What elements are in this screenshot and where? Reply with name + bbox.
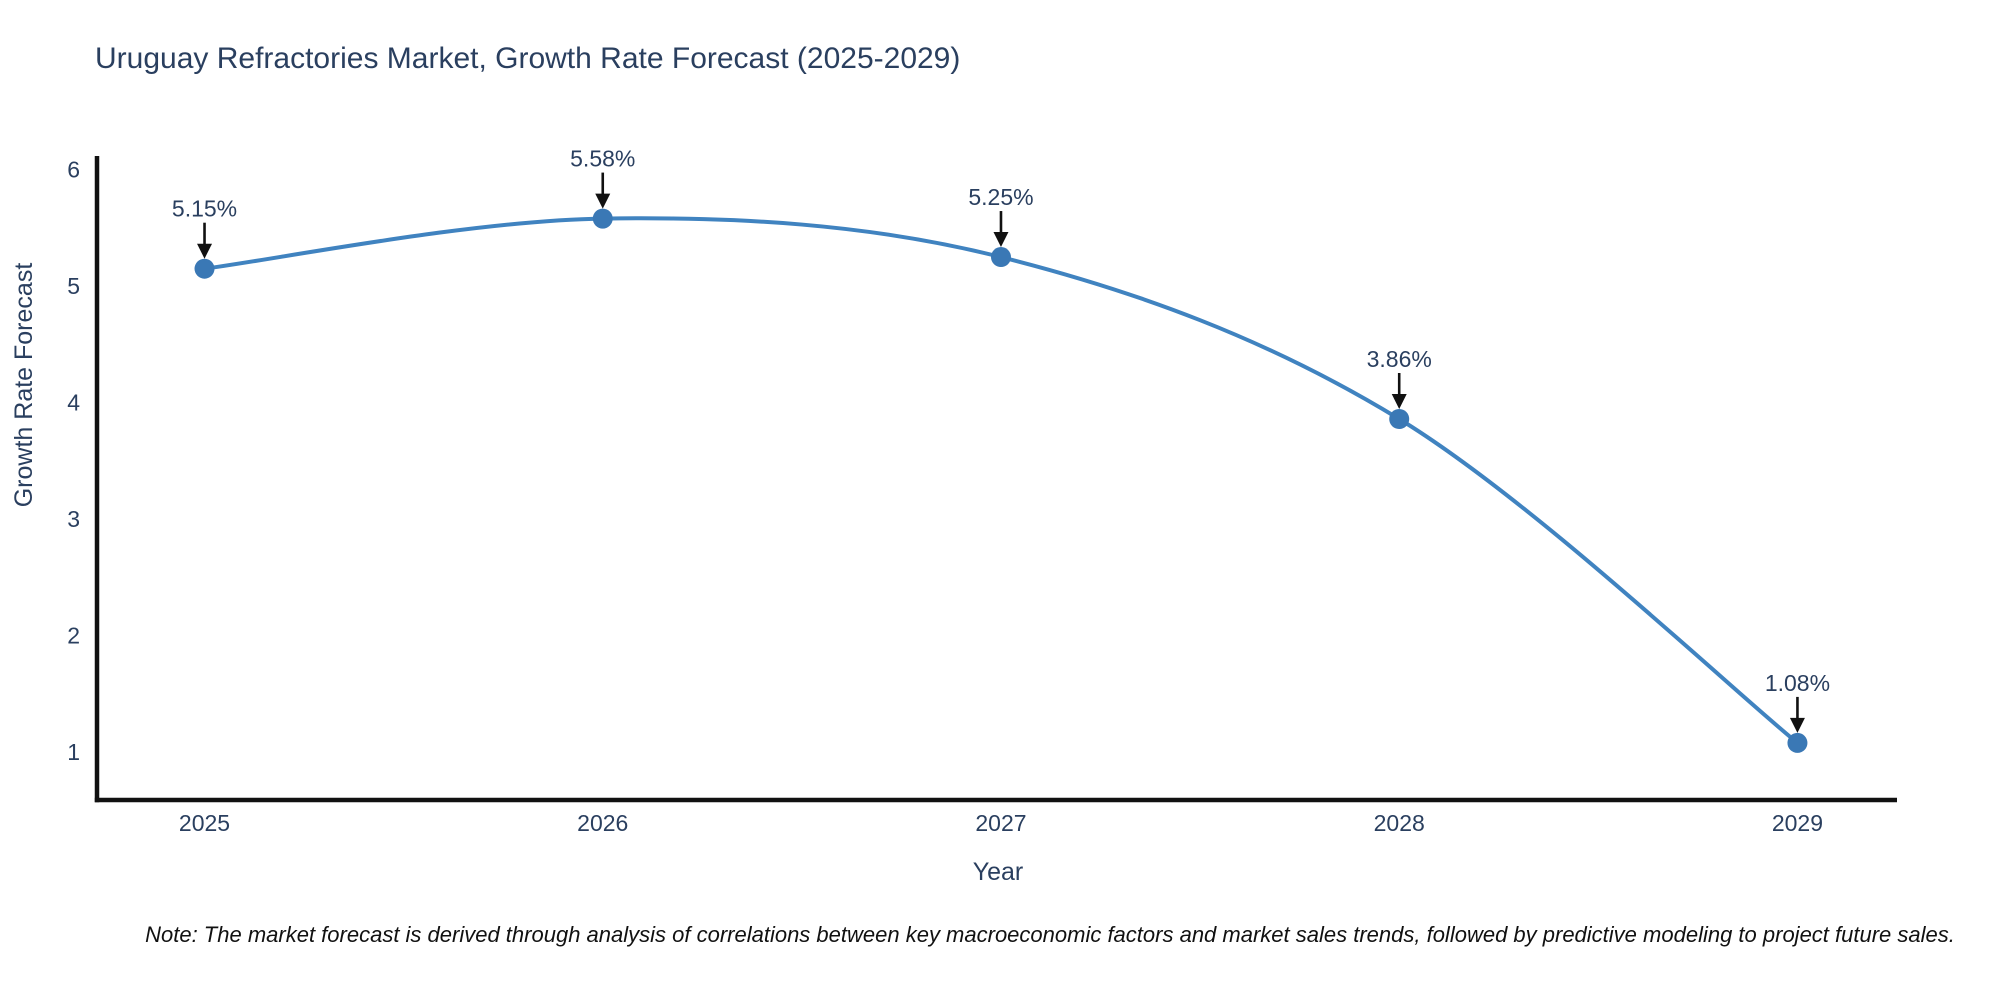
annotation-label: 3.86% bbox=[1367, 346, 1432, 372]
y-tick-label: 6 bbox=[67, 157, 80, 183]
annotation-arrowhead bbox=[993, 232, 1009, 248]
annotation-arrowhead bbox=[1789, 717, 1805, 733]
series-line bbox=[202, 216, 1800, 745]
data-point-marker bbox=[1389, 408, 1410, 429]
y-tick-label: 4 bbox=[67, 390, 80, 416]
x-tick-label: 2025 bbox=[179, 810, 230, 836]
annotation-arrowhead bbox=[1391, 393, 1407, 409]
y-tick-label: 2 bbox=[67, 623, 80, 649]
y-axis-title: Growth Rate Forecast bbox=[10, 263, 38, 508]
data-point-marker bbox=[194, 258, 215, 279]
annotation-arrowhead bbox=[197, 243, 213, 259]
data-point-marker bbox=[1787, 732, 1808, 753]
data-point-marker bbox=[592, 208, 613, 229]
x-tick-label: 2027 bbox=[975, 810, 1026, 836]
x-tick-label: 2029 bbox=[1772, 810, 1823, 836]
note-text: Note: The market forecast is derived thr… bbox=[145, 922, 1955, 947]
annotation-label: 5.58% bbox=[570, 146, 635, 172]
annotation-arrowhead bbox=[595, 193, 611, 209]
y-tick-label: 1 bbox=[67, 739, 80, 765]
x-axis-title: Year bbox=[973, 858, 1024, 886]
y-tick-label: 3 bbox=[67, 506, 80, 532]
x-tick-label: 2026 bbox=[577, 810, 628, 836]
annotation-label: 1.08% bbox=[1765, 670, 1830, 696]
x-tick-label: 2028 bbox=[1374, 810, 1425, 836]
data-point-marker bbox=[990, 247, 1011, 268]
annotation-label: 5.15% bbox=[172, 196, 237, 222]
chart-title: Uruguay Refractories Market, Growth Rate… bbox=[95, 42, 960, 75]
annotation-label: 5.25% bbox=[968, 184, 1033, 210]
y-tick-label: 5 bbox=[67, 273, 80, 299]
